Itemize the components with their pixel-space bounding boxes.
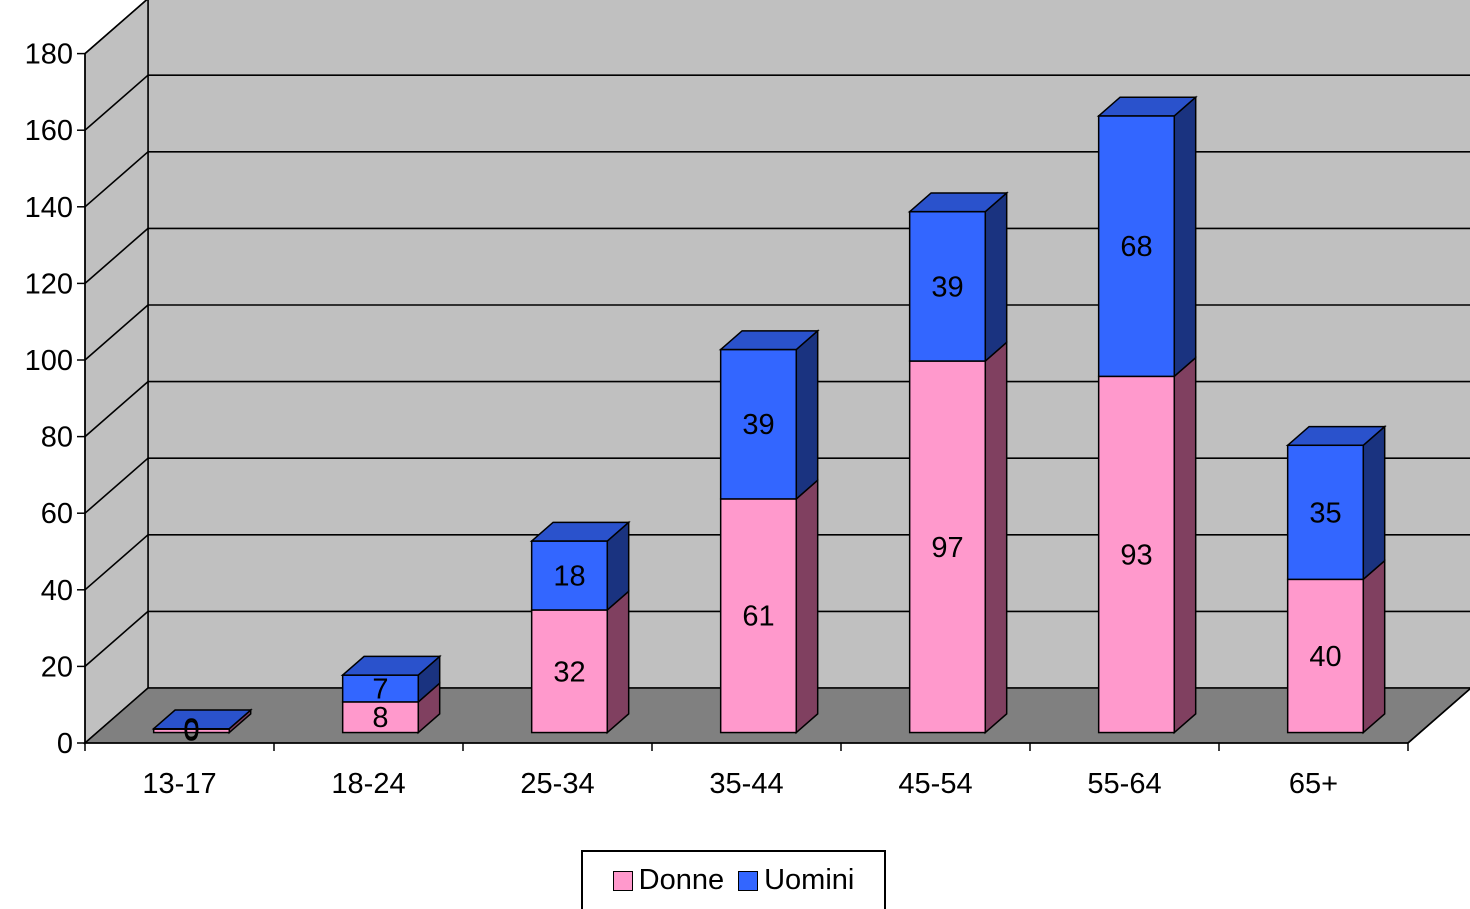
bar-donne	[719, 498, 798, 734]
bar-donne	[908, 360, 987, 734]
data-label-uomini: 0	[183, 714, 199, 746]
bar-donne	[1286, 578, 1365, 734]
bar-side-uomini	[984, 191, 1008, 363]
y-tick-label: 0	[57, 728, 73, 760]
x-tick-label: 18-24	[331, 768, 405, 800]
bar-uomini	[1286, 444, 1365, 581]
bar-side-donne	[606, 589, 630, 735]
legend-swatch-donne	[612, 870, 633, 891]
bar-top-uomini	[718, 330, 820, 351]
x-tick-label: 35-44	[709, 768, 783, 800]
legend-label-uomini: Uomini	[764, 864, 855, 896]
x-tick-label: 45-54	[898, 768, 972, 800]
legend-swatch-uomini	[738, 870, 759, 891]
gridline-side	[84, 227, 149, 285]
legend-item-uomini: Uomini	[738, 864, 854, 897]
bar-donne	[341, 701, 420, 734]
data-label-uomini: 35	[1309, 497, 1341, 529]
y-tick-label: 40	[41, 575, 73, 607]
data-label-donne: 97	[931, 532, 963, 564]
y-tick-label: 80	[41, 422, 73, 454]
bar-top-uomini	[907, 192, 1009, 213]
y-tick-label: 60	[41, 498, 73, 530]
data-label-donne: 32	[553, 656, 585, 688]
gridline-side	[84, 380, 149, 438]
bar-uomini	[908, 210, 987, 362]
bar-donne	[1097, 375, 1176, 734]
bar-top-uomini	[151, 709, 253, 730]
bar-side-donne	[795, 478, 819, 735]
bar-uomini	[719, 348, 798, 500]
bar-side-donne	[984, 340, 1008, 735]
gridline-side	[84, 457, 149, 514]
data-label-donne: 93	[1120, 539, 1152, 571]
legend-label-donne: Donne	[638, 864, 725, 896]
data-label-donne: 0	[183, 716, 199, 748]
side-wall	[84, 0, 149, 745]
data-label-donne: 61	[742, 601, 774, 633]
x-tick-label: 13-17	[142, 768, 216, 800]
bar-side-uomini	[1362, 424, 1386, 582]
data-label-uomini: 18	[553, 561, 585, 593]
gridline-side	[84, 74, 149, 131]
bar-uomini	[1097, 115, 1176, 378]
y-tick-label: 20	[41, 651, 73, 683]
data-label-donne: 8	[372, 702, 388, 734]
x-tick-label: 55-64	[1087, 768, 1161, 800]
x-tick-label: 25-34	[520, 768, 594, 800]
gridline-side	[84, 0, 148, 55]
data-label-uomini: 68	[1120, 231, 1152, 263]
y-tick-label: 160	[25, 115, 73, 147]
data-label-uomini: 39	[742, 409, 774, 441]
y-tick-label: 180	[25, 39, 73, 71]
bar-side-donne	[1173, 356, 1197, 735]
gridline-side	[84, 304, 149, 361]
data-label-uomini: 7	[372, 674, 388, 706]
data-label-donne: 40	[1309, 641, 1341, 673]
gridline-side	[84, 534, 149, 591]
data-label-uomini: 39	[931, 271, 963, 303]
gridline-side	[84, 610, 149, 668]
bar-uomini	[530, 540, 609, 611]
bar-top-uomini	[1285, 425, 1387, 447]
floor-edge	[1407, 687, 1470, 744]
bar-uomini	[341, 674, 420, 703]
bar-donne	[530, 609, 609, 734]
bar-top-uomini	[340, 655, 442, 676]
legend: Donne Uomini	[581, 850, 886, 909]
bar-side-uomini	[1173, 95, 1197, 379]
y-tick-label: 140	[25, 192, 73, 224]
gridline-side	[84, 151, 149, 208]
legend-item-donne: Donne	[612, 864, 725, 897]
x-tick-label: 65+	[1289, 768, 1338, 800]
y-tick-label: 100	[25, 345, 73, 377]
bar-top-uomini	[1096, 96, 1198, 117]
y-tick-label: 120	[25, 268, 73, 300]
bar-side-donne	[1362, 558, 1386, 735]
bar-side-uomini	[795, 329, 819, 501]
bar-top-uomini	[529, 521, 631, 542]
